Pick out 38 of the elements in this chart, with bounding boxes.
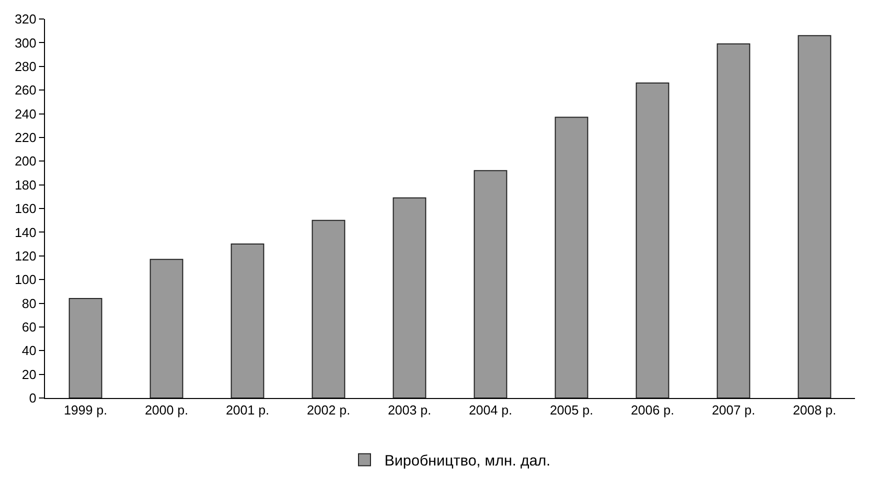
y-tick-label: 20: [22, 366, 36, 382]
x-tick-label: 2000 р.: [144, 402, 188, 418]
x-tick-label: 2008 р.: [792, 402, 836, 418]
bar: [636, 82, 670, 398]
y-tick-label: 40: [22, 343, 36, 358]
bar: [150, 258, 184, 398]
y-tick-label: 220: [14, 130, 36, 145]
y-tick-label: 60: [22, 319, 36, 334]
x-tick-label: 2004 р.: [468, 402, 512, 418]
x-tick-label: 2007 р.: [712, 402, 756, 418]
bar: [68, 298, 102, 398]
y-tick-label: 180: [14, 177, 36, 192]
x-tick-label: 2005 р.: [550, 402, 594, 418]
bar: [474, 170, 508, 398]
y-tick-label: 160: [14, 201, 36, 216]
x-tick-label: 2003 р.: [388, 402, 432, 418]
bar: [312, 220, 346, 398]
y-tick-label: 140: [14, 224, 36, 240]
y-tick-label: 120: [14, 248, 36, 264]
legend-label: Виробництво, млн. дал.: [384, 452, 550, 470]
bar: [554, 116, 588, 398]
bar: [798, 35, 832, 398]
bar: [392, 197, 426, 398]
y-tick-label: 80: [22, 296, 36, 311]
y-tick-label: 200: [14, 154, 36, 169]
y-tick-label: 280: [14, 58, 36, 74]
y-tick-label: 240: [14, 106, 36, 122]
bar: [230, 244, 264, 398]
y-tick-label: 320: [14, 12, 36, 27]
y-tick-label: 0: [29, 390, 36, 406]
bar: [716, 43, 750, 398]
y-tick-label: 260: [14, 82, 36, 98]
y-tick-label: 100: [14, 272, 36, 288]
x-tick-label: 2001 р.: [226, 402, 270, 418]
x-tick-label: 2002 р.: [306, 402, 350, 418]
x-tick-label: 1999 р.: [64, 402, 108, 418]
y-tick-label: 300: [14, 35, 36, 50]
x-tick-label: 2006 р.: [630, 402, 674, 418]
